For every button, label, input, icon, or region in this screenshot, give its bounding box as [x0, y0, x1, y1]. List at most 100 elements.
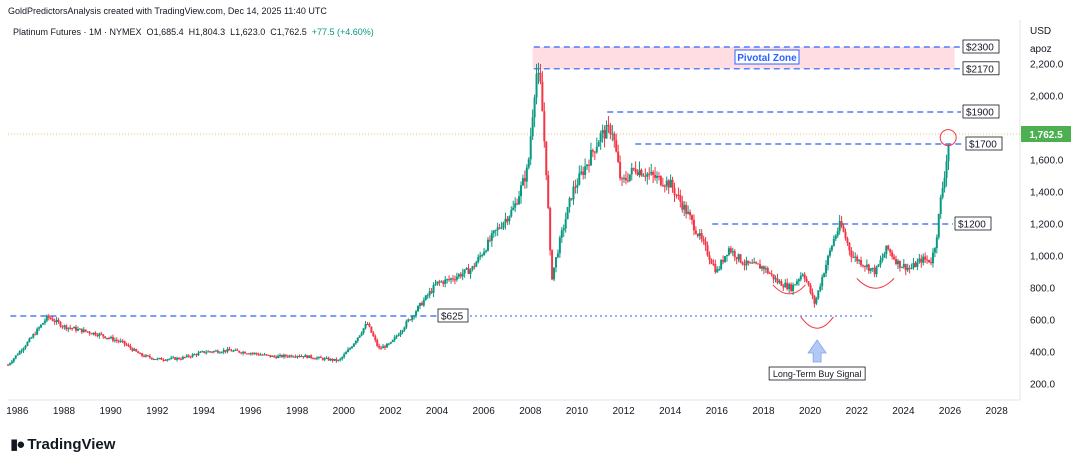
candle [314, 357, 317, 360]
time-tick-label: 2008 [519, 406, 542, 417]
open-value: 1,685.4 [153, 27, 184, 37]
candle [580, 165, 583, 176]
candle [679, 189, 682, 208]
candle [860, 256, 863, 268]
candle [883, 251, 886, 258]
candle [61, 325, 64, 329]
candle [49, 316, 52, 320]
candle [257, 352, 260, 356]
candle [189, 355, 192, 359]
candle [450, 277, 453, 284]
candle [737, 253, 740, 263]
candle [469, 268, 472, 279]
candle [249, 352, 252, 356]
level-label-box-2300 [962, 39, 1000, 54]
candle [51, 316, 54, 322]
candle [146, 354, 149, 357]
time-tick-label: 2024 [892, 406, 915, 417]
candle [856, 254, 859, 265]
candle [854, 252, 857, 263]
candle [378, 343, 381, 350]
candle [263, 352, 266, 356]
level-label-2300: $2300 [966, 43, 994, 54]
candle [813, 295, 816, 308]
candle [453, 275, 456, 285]
candle [902, 258, 905, 269]
candle [483, 248, 486, 256]
candle [405, 319, 408, 330]
candle [207, 350, 210, 353]
candle [745, 256, 748, 271]
candle [809, 283, 812, 295]
time-tick-label: 2016 [706, 406, 729, 417]
candle [582, 166, 585, 180]
candle [199, 350, 202, 353]
candle [828, 247, 831, 258]
candle [918, 253, 921, 264]
candle [821, 274, 824, 291]
candle [290, 354, 293, 358]
candle [896, 258, 899, 269]
price-axis[interactable]: 200.0 400.0 600.0 800.0 1,000.0 1,200.0 1,400.… [1021, 60, 1071, 391]
candle [422, 297, 425, 308]
candle [605, 120, 608, 139]
level-label-box-1200 [954, 216, 992, 231]
candle [586, 163, 589, 170]
chart-attribution: GoldPredictorsAnalysis created with Trad… [8, 6, 327, 16]
candle [624, 170, 627, 185]
candle [529, 127, 532, 166]
candle [947, 144, 950, 170]
candle [411, 315, 414, 323]
candle [895, 255, 898, 266]
candle [12, 357, 15, 364]
candle [634, 161, 637, 175]
scale-mode-label[interactable]: apoz [1030, 44, 1052, 55]
candle [337, 359, 340, 362]
candle [681, 195, 684, 213]
candle [26, 341, 29, 347]
candle [533, 94, 536, 128]
time-tick-label: 2010 [566, 406, 589, 417]
candle [827, 254, 830, 271]
candle [240, 351, 243, 355]
candle [226, 346, 229, 354]
candle [109, 335, 112, 340]
candle [597, 139, 600, 147]
candle [432, 282, 435, 298]
candle [321, 357, 324, 361]
candle [461, 268, 464, 281]
candle [632, 167, 635, 172]
candle [47, 314, 50, 321]
candle [354, 340, 357, 345]
candle [486, 237, 489, 252]
candle [708, 251, 711, 265]
candle [127, 343, 130, 348]
candle [541, 71, 544, 112]
candle [275, 355, 278, 359]
rounded-bottom-arc-3 [856, 278, 895, 289]
candle [613, 131, 616, 148]
candle [374, 334, 377, 343]
candle [463, 269, 466, 278]
candle [123, 340, 126, 347]
candle [875, 265, 878, 278]
candle [197, 350, 200, 357]
time-tick-label: 2018 [752, 406, 775, 417]
candle [621, 176, 624, 187]
candle [865, 259, 868, 270]
candle [871, 267, 874, 272]
candle [869, 267, 872, 274]
candle [92, 332, 95, 336]
candle [619, 155, 622, 181]
candle [269, 355, 272, 358]
candle [133, 347, 136, 352]
candle [185, 354, 188, 358]
candle [144, 353, 147, 358]
candle [261, 353, 264, 356]
candle [214, 349, 217, 352]
time-axis[interactable]: 1986 1988 1990 1992 1994 1996 1998 2000 2002 2004… [6, 406, 1008, 417]
candle [710, 258, 713, 265]
candle [780, 279, 783, 286]
candle [382, 343, 385, 349]
